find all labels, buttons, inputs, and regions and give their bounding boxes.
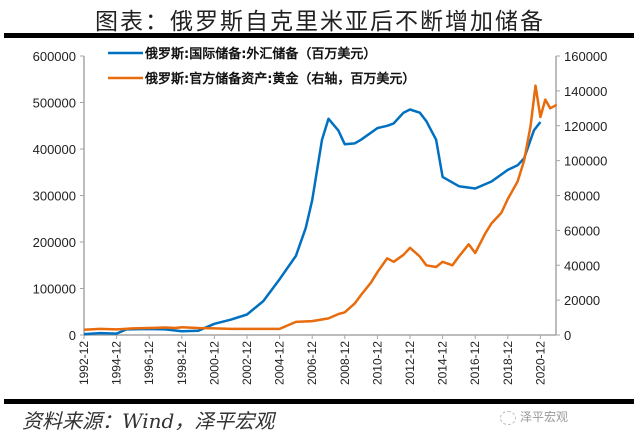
- legend-label-gold: 俄罗斯:官方储备资产:黄金（右轴，百万美元）: [144, 71, 415, 87]
- right-tick-label: 80000: [564, 189, 600, 204]
- watermark-text: 泽平宏观: [520, 410, 569, 424]
- left-tick-label: 100000: [33, 282, 76, 297]
- x-tick-label: 1994-12: [110, 341, 124, 385]
- fx-reserves-line: [83, 108, 542, 336]
- x-tick-label: 2008-12: [338, 341, 352, 385]
- x-tick-label: 2000-12: [207, 341, 221, 385]
- right-tick-label: 20000: [564, 293, 600, 308]
- right-tick-label: 160000: [564, 49, 607, 64]
- right-tick-label: 0: [564, 328, 571, 343]
- x-tick-label: 2012-12: [403, 341, 417, 385]
- right-tick-label: 40000: [564, 258, 600, 273]
- x-tick-label: 2004-12: [273, 341, 287, 385]
- left-tick-label: 400000: [33, 142, 76, 157]
- title-divider: [4, 33, 634, 38]
- left-tick-label: 300000: [33, 189, 76, 204]
- x-tick-label: 2016-12: [468, 341, 482, 385]
- x-tick-label: 2018-12: [501, 341, 515, 385]
- right-tick-label: 120000: [564, 119, 607, 134]
- legend: 俄罗斯:国际储备:外汇储备（百万美元） 俄罗斯:官方储备资产:黄金（右轴，百万美元…: [108, 46, 415, 87]
- left-tick-label: 500000: [33, 96, 76, 111]
- right-tick-label: 140000: [564, 84, 607, 99]
- watermark: 泽平宏观: [500, 408, 568, 425]
- x-tick-label: 1992-12: [77, 341, 91, 385]
- wechat-icon: [500, 410, 516, 425]
- right-tick-label: 100000: [564, 154, 607, 169]
- axes: 0 100000 200000 300000 400000 500000 600000 0 20…: [33, 49, 608, 385]
- left-tick-label: 200000: [33, 235, 76, 250]
- chart-title: 图表：俄罗斯自克里米亚后不断增加储备: [95, 9, 545, 35]
- source-note: 资料来源：Wind，泽平宏观: [22, 409, 275, 433]
- right-tick-label: 60000: [564, 223, 600, 238]
- x-tick-label: 2002-12: [240, 341, 254, 385]
- x-tick-label: 2020-12: [533, 341, 547, 385]
- series-lines: [83, 84, 558, 336]
- x-tick-label: 2014-12: [436, 341, 450, 385]
- left-tick-label: 600000: [33, 49, 76, 64]
- chart-area: 0 100000 200000 300000 400000 500000 600000 0 20…: [33, 46, 608, 385]
- x-tick-label: 2006-12: [305, 341, 319, 385]
- legend-label-fx: 俄罗斯:国际储备:外汇储备（百万美元）: [144, 46, 376, 62]
- x-tick-label: 1996-12: [142, 341, 156, 385]
- x-tick-label: 2010-12: [370, 341, 384, 385]
- source-divider: [4, 399, 634, 404]
- x-tick-label: 1998-12: [175, 341, 189, 385]
- left-tick-label: 0: [69, 328, 76, 343]
- gold-reserves-line: [83, 84, 558, 332]
